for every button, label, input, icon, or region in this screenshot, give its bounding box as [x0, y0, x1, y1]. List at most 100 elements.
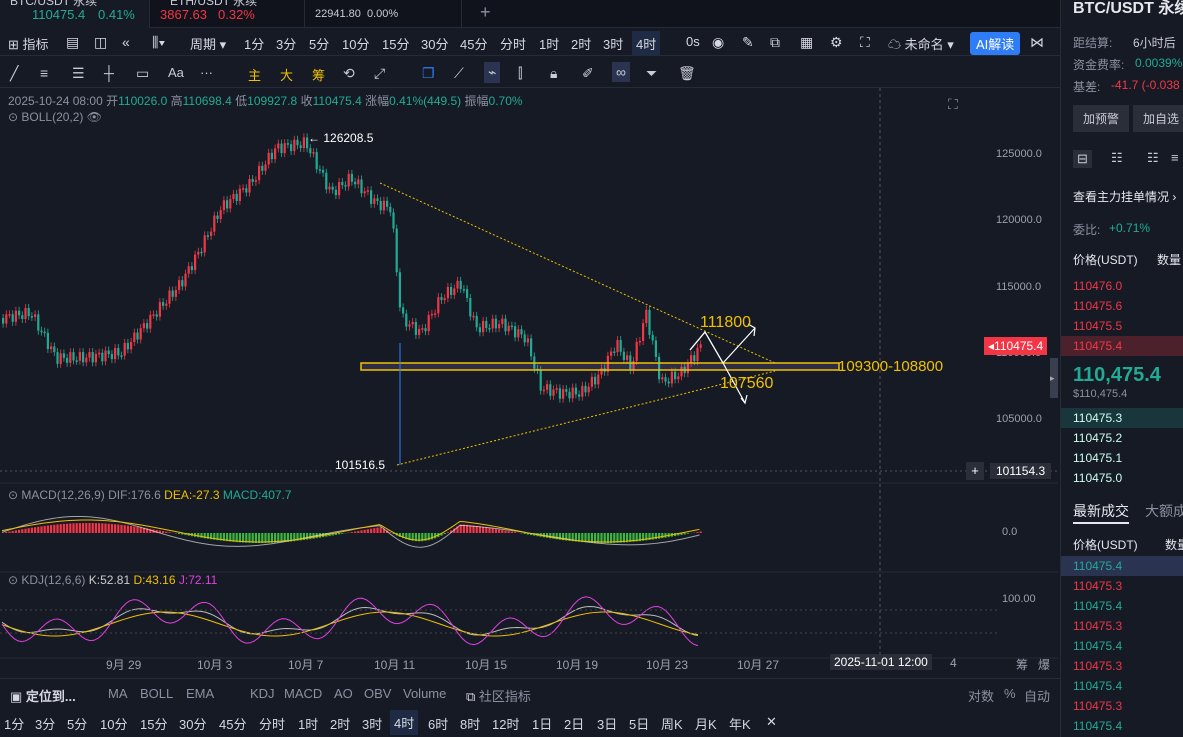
bint-30m[interactable]: 30分: [179, 717, 207, 732]
interval-timeshare[interactable]: 分时: [500, 37, 527, 52]
line-tool-icon[interactable]: ╱: [10, 65, 19, 81]
tab-big-trades[interactable]: 大额成: [1145, 503, 1183, 519]
bint-45m[interactable]: 45分: [219, 717, 247, 732]
bint-3h[interactable]: 3时: [362, 717, 383, 732]
ind-kdj[interactable]: KDJ: [250, 686, 275, 701]
book-asks-icon[interactable]: ☷: [1147, 150, 1159, 165]
chip-corner[interactable]: 筹: [1016, 658, 1029, 672]
close-icon[interactable]: ✕: [766, 714, 777, 729]
period-dropdown[interactable]: 周期 ▾: [190, 37, 227, 52]
interval-4h[interactable]: 4时: [632, 31, 661, 56]
candle-type-icon[interactable]: ⫼▾: [152, 34, 166, 50]
chart-area[interactable]: 2025-10-24 08:00 开110026.0 高110698.4 低10…: [0, 88, 1058, 678]
ask-row[interactable]: 110475.5: [1073, 319, 1123, 333]
interval-15m[interactable]: 15分: [382, 37, 410, 52]
settings-icon[interactable]: ⚙: [830, 34, 843, 50]
pct-toggle[interactable]: %: [1004, 686, 1016, 701]
boll-legend[interactable]: ⊙ BOLL(20,2) 👁︎: [8, 110, 103, 124]
bint-6h[interactable]: 6时: [428, 717, 449, 732]
magnet-icon[interactable]: ⌁: [484, 62, 501, 83]
external-icon[interactable]: ⧉: [770, 34, 780, 50]
bint-2h[interactable]: 2时: [330, 717, 351, 732]
log-toggle[interactable]: 对数: [968, 689, 995, 704]
macd-legend[interactable]: ⊙ MACD(12,26,9) DIF:176.6 DEA:-27.3 MACD…: [8, 488, 292, 502]
tab-btc[interactable]: BTC/USDT 永续 110475.4 0.41%: [0, 0, 150, 28]
interval-45m[interactable]: 45分: [460, 37, 488, 52]
add-fav-button[interactable]: 加自选: [1133, 105, 1183, 132]
interval-30m[interactable]: 30分: [421, 37, 449, 52]
bid-row[interactable]: 110475.3: [1073, 411, 1123, 425]
bint-12h[interactable]: 12时: [492, 717, 520, 732]
text-tool[interactable]: Aa: [168, 65, 184, 80]
bint-1d[interactable]: 1日: [532, 717, 553, 732]
time-axis[interactable]: 9月 29 10月 3 10月 7 10月 11 10月 15 10月 19 1…: [0, 654, 1058, 674]
bint-15m[interactable]: 15分: [140, 717, 168, 732]
big-order-button[interactable]: 大: [280, 68, 294, 83]
layout-name-dropdown[interactable]: ☁ 未命名 ▾: [888, 37, 954, 52]
rect-tool-icon[interactable]: ▭: [136, 65, 150, 81]
bint-5m[interactable]: 5分: [67, 717, 88, 732]
link-icon[interactable]: ∞: [612, 62, 630, 82]
replay-icon[interactable]: ⟲: [343, 65, 355, 81]
share-icon[interactable]: ⋈: [1030, 34, 1044, 50]
layout-icon[interactable]: ◫: [94, 34, 108, 50]
bint-2d[interactable]: 2日: [564, 717, 585, 732]
ind-ma[interactable]: MA: [108, 686, 128, 701]
filter-icon[interactable]: ⏷: [646, 65, 658, 81]
indicator-button[interactable]: ⊞ 指标: [8, 37, 49, 52]
locate-button[interactable]: ▣ 定位到...: [10, 689, 76, 704]
depth-link[interactable]: 查看主力挂单情况 ›: [1073, 190, 1177, 204]
bint-8h[interactable]: 8时: [460, 717, 481, 732]
bint-week[interactable]: 周K: [661, 717, 683, 732]
book-more-icon[interactable]: ≡: [1171, 150, 1179, 165]
liquidation-corner[interactable]: 爆: [1038, 658, 1051, 672]
bint-4h[interactable]: 4时: [390, 710, 419, 735]
bint-year[interactable]: 年K: [729, 717, 751, 732]
expand-icon[interactable]: ⛶: [948, 96, 958, 112]
book-bids-icon[interactable]: ☷: [1111, 150, 1123, 165]
tab-third[interactable]: 22941.80 0.00%: [305, 0, 462, 28]
interval-5m[interactable]: 5分: [309, 37, 330, 52]
bint-timeshare[interactable]: 分时: [259, 717, 286, 732]
ruler-icon[interactable]: ⟋: [454, 65, 464, 81]
cross-tool-icon[interactable]: ┼: [104, 65, 114, 81]
ask-row[interactable]: 110475.6: [1073, 299, 1123, 313]
grid-icon[interactable]: ▦: [800, 34, 814, 50]
rewind-icon[interactable]: «: [122, 34, 130, 50]
bint-1h[interactable]: 1时: [298, 717, 319, 732]
ind-obv[interactable]: OBV: [364, 686, 392, 701]
bint-3d[interactable]: 3日: [597, 717, 618, 732]
interval-2h[interactable]: 2时: [571, 37, 592, 52]
bint-month[interactable]: 月K: [695, 717, 717, 732]
fullscreen-icon[interactable]: ⛶: [860, 34, 870, 50]
community-indicators[interactable]: ⧉ 社区指标: [466, 689, 531, 704]
ask-row[interactable]: 110476.0: [1073, 279, 1123, 293]
bint-10m[interactable]: 10分: [100, 717, 128, 732]
ind-macd[interactable]: MACD: [284, 686, 323, 701]
lock-icon[interactable]: 🔒︎: [550, 65, 558, 81]
calendar-icon[interactable]: ▤: [66, 34, 80, 50]
add-alert-button[interactable]: 加预警: [1073, 105, 1130, 132]
tab-latest-trades[interactable]: 最新成交: [1073, 503, 1129, 519]
interval-10m[interactable]: 10分: [342, 37, 370, 52]
interval-3m[interactable]: 3分: [276, 37, 297, 52]
more-tools[interactable]: ···: [200, 65, 213, 80]
bint-1m[interactable]: 1分: [4, 717, 25, 732]
main-force-button[interactable]: 主: [248, 68, 262, 83]
channel-tool-icon[interactable]: ≡: [40, 65, 49, 81]
measure-icon[interactable]: ⤢: [374, 65, 386, 81]
interval-3h[interactable]: 3时: [603, 37, 624, 52]
ind-volume[interactable]: Volume: [403, 686, 447, 701]
camera-icon[interactable]: ◉: [712, 34, 725, 50]
bid-row[interactable]: 110475.1: [1073, 451, 1123, 465]
pen-icon[interactable]: ✎: [742, 34, 754, 50]
candle-icon[interactable]: ⫿: [518, 65, 523, 81]
bid-row[interactable]: 110475.2: [1073, 431, 1123, 445]
trash-icon[interactable]: 🗑︎: [678, 65, 696, 81]
bint-3m[interactable]: 3分: [35, 717, 56, 732]
ask-row[interactable]: 110475.4: [1073, 339, 1123, 353]
kdj-legend[interactable]: ⊙ KDJ(12,6,6) K:52.81 D:43.16 J:72.11: [8, 573, 218, 587]
ind-ema[interactable]: EMA: [186, 686, 215, 701]
bint-5d[interactable]: 5日: [629, 717, 650, 732]
auto-toggle[interactable]: 自动: [1024, 689, 1051, 704]
